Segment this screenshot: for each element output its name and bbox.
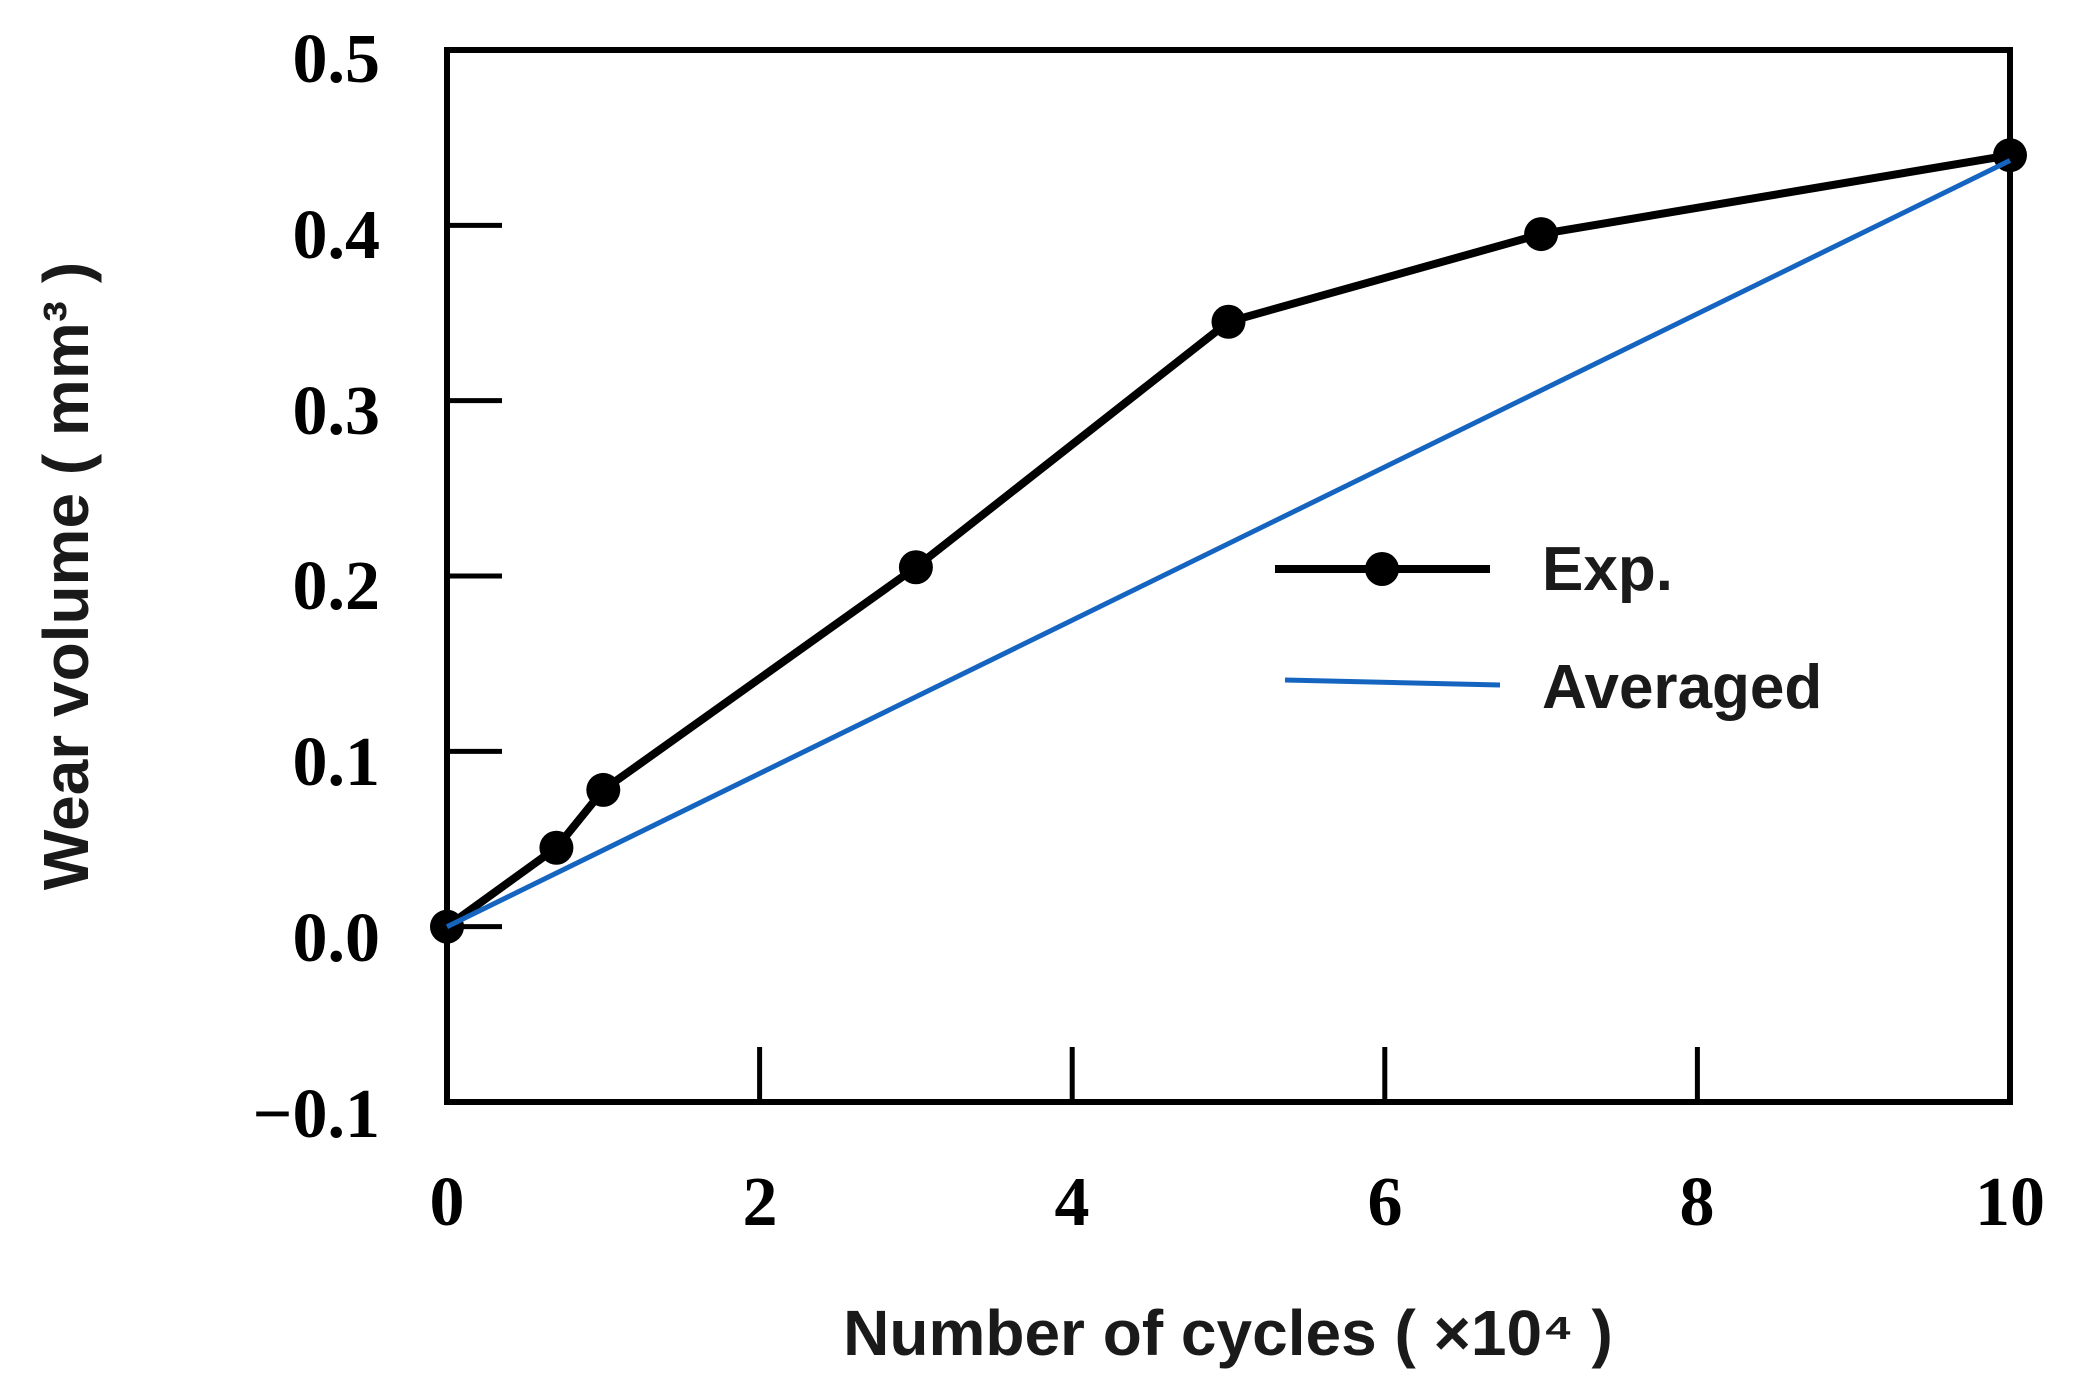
legend: Exp. Averaged: [1275, 535, 1822, 722]
y-tick-label: 0.0: [293, 900, 381, 977]
series-layer: [430, 138, 2027, 944]
legend-swatch-averaged: [1284, 677, 1501, 688]
data-point: [898, 550, 933, 585]
x-tick-labels: 0 2 4 6 8 10: [430, 1164, 2046, 1241]
y-tick-label: 0.4: [293, 197, 381, 274]
legend-label-exp: Exp.: [1542, 535, 1673, 604]
legend-label-averaged: Averaged: [1542, 653, 1822, 722]
y-tick-labels: 0.5 0.4 0.3 0.2 0.1 0.0 −0.1: [253, 21, 380, 1153]
y-tick-label: 0.3: [293, 373, 381, 450]
legend-marker-exp: [1365, 552, 1399, 586]
series-averaged: [445, 158, 2012, 929]
series-line: [445, 158, 2012, 929]
x-tick-label: 8: [1680, 1164, 1715, 1241]
x-tick-label: 10: [1975, 1164, 2045, 1241]
x-tick-label: 0: [430, 1164, 465, 1241]
data-point: [1211, 304, 1246, 339]
tick-marks: [447, 222, 1700, 1102]
x-tick-label: 2: [743, 1164, 778, 1241]
x-tick-label: 4: [1055, 1164, 1090, 1241]
y-tick-label: 0.1: [293, 724, 381, 801]
x-tick-label: 6: [1368, 1164, 1403, 1241]
y-tick-label: −0.1: [253, 1076, 380, 1153]
y-axis-title: Wear volume ( mm³ ): [30, 262, 102, 890]
y-tick-label: 0.2: [293, 548, 381, 625]
plot-frame: [444, 47, 2013, 1105]
data-point: [1524, 217, 1559, 252]
data-point: [539, 830, 574, 865]
y-tick-label: 0.5: [293, 21, 381, 98]
data-point: [586, 772, 621, 807]
x-axis-title: Number of cycles ( ×10⁴ ): [843, 1297, 1613, 1369]
